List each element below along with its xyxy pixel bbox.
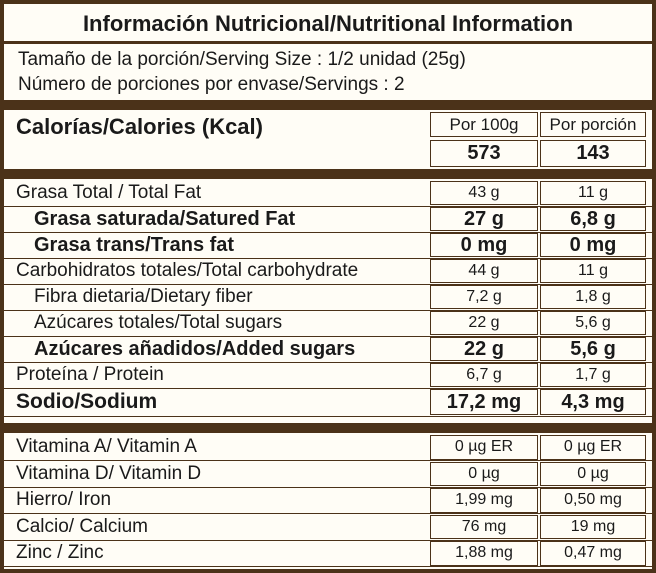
vitamin-label: Calcio/ Calcium xyxy=(16,515,148,537)
label-title: Información Nutricional/Nutritional Info… xyxy=(82,11,574,36)
row-divider xyxy=(4,513,652,514)
nutrient-per-serving: 5,6 g xyxy=(540,311,646,335)
row-divider xyxy=(4,539,652,541)
vitamin-label: Vitamina D/ Vitamin D xyxy=(16,462,202,484)
nutrient-label: Grasa trans/Trans fat xyxy=(34,234,235,256)
nutrient-per-100g: 22 g xyxy=(430,337,538,361)
nutrient-per-100g: 43 g xyxy=(430,181,538,205)
thick-divider-vitamins xyxy=(4,423,652,433)
nutrient-label: Sodio/Sodium xyxy=(16,390,158,413)
nutrient-per-serving: 11 g xyxy=(540,181,646,205)
row-divider xyxy=(4,415,652,417)
nutrient-per-serving: 1,7 g xyxy=(540,363,646,387)
nutrient-label: Fibra dietaria/Dietary fiber xyxy=(34,286,253,307)
header-per-100g: Por 100g xyxy=(430,112,538,137)
vitamin-label: Hierro/ Iron xyxy=(16,489,112,510)
title-divider xyxy=(4,41,652,44)
vitamin-per-serving: 0,47 mg xyxy=(540,541,646,566)
nutrient-per-serving: 5,6 g xyxy=(540,337,646,361)
nutrient-label: Azúcares totales/Total sugars xyxy=(34,312,283,333)
nutrient-per-serving: 0 mg xyxy=(540,233,646,257)
nutrient-per-100g: 27 g xyxy=(430,207,538,231)
row-divider xyxy=(4,231,652,233)
row-divider xyxy=(4,335,652,337)
header-per-serving: Por porción xyxy=(540,112,646,137)
vitamin-label: Zinc / Zinc xyxy=(16,542,104,563)
nutrient-per-100g: 17,2 mg xyxy=(430,389,538,415)
thick-divider-calories xyxy=(4,169,652,179)
nutrient-per-serving: 4,3 mg xyxy=(540,389,646,415)
nutrient-per-100g: 22 g xyxy=(430,311,538,335)
vitamin-per-100g: 0 µg xyxy=(430,461,538,486)
vitamin-per-serving: 0 µg xyxy=(540,461,646,486)
row-divider xyxy=(4,486,652,488)
vitamin-per-100g: 0 µg ER xyxy=(430,435,538,460)
nutrient-label: Carbohidratos totales/Total carbohydrate xyxy=(16,260,359,281)
vitamin-per-serving: 19 mg xyxy=(540,514,646,539)
nutrient-label: Proteína / Protein xyxy=(16,364,164,385)
vitamin-label: Vitamina A/ Vitamin A xyxy=(16,436,197,457)
nutrient-per-100g: 7,2 g xyxy=(430,285,538,309)
vitamin-per-100g: 1,99 mg xyxy=(430,488,538,513)
vitamin-per-serving: 0,50 mg xyxy=(540,488,646,513)
row-divider xyxy=(4,283,652,285)
nutrient-label: Grasa Total / Total Fat xyxy=(16,182,202,203)
calories-per-serving: 143 xyxy=(540,140,646,167)
thick-divider-top xyxy=(4,100,652,110)
nutrient-label: Grasa saturada/Satured Fat xyxy=(34,208,296,230)
serving-size: Tamaño de la porción/Serving Size : 1/2 … xyxy=(18,49,466,70)
row-divider xyxy=(4,309,652,311)
nutrient-per-100g: 0 mg xyxy=(430,233,538,257)
row-divider xyxy=(4,460,652,461)
nutrient-per-100g: 44 g xyxy=(430,259,538,283)
servings-per-container: Número de porciones por envase/Servings … xyxy=(18,74,405,95)
vitamin-per-100g: 1,88 mg xyxy=(430,541,538,566)
nutrient-per-100g: 6,7 g xyxy=(430,363,538,387)
nutrient-per-serving: 1,8 g xyxy=(540,285,646,309)
row-divider xyxy=(4,257,652,259)
nutrient-per-serving: 6,8 g xyxy=(540,207,646,231)
vitamin-per-serving: 0 µg ER xyxy=(540,435,646,460)
calories-per-100g: 573 xyxy=(430,140,538,167)
vitamin-per-100g: 76 mg xyxy=(430,514,538,539)
row-divider xyxy=(4,205,652,207)
nutrient-label: Azúcares añadidos/Added sugars xyxy=(34,338,356,360)
nutrient-per-serving: 11 g xyxy=(540,259,646,283)
calories-label: Calorías/Calories (Kcal) xyxy=(16,114,263,139)
row-divider xyxy=(4,387,652,389)
row-divider xyxy=(4,361,652,363)
row-divider xyxy=(4,566,652,567)
